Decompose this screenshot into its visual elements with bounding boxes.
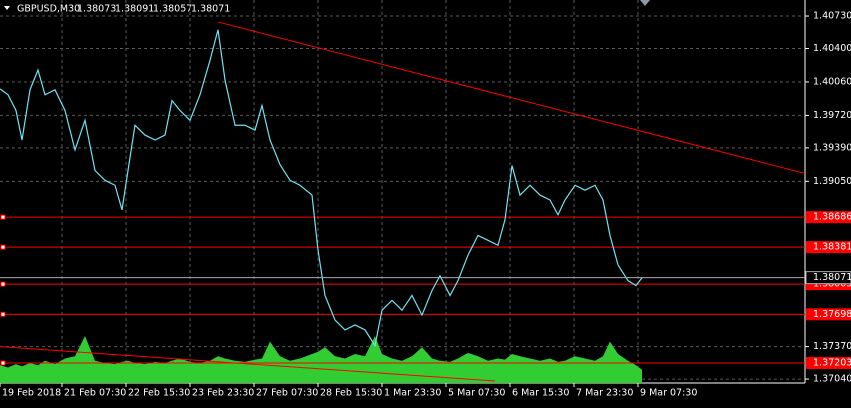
- level-label-box: [806, 211, 851, 224]
- y-tick-label: 1.37040: [813, 374, 851, 385]
- level-label-box: [806, 308, 851, 321]
- x-tick-label: 5 Mar 07:30: [448, 388, 505, 399]
- y-tick-label: 1.40060: [813, 76, 851, 87]
- ohlc-value: 1.38091: [115, 4, 154, 15]
- y-tick-label: 1.39050: [813, 176, 851, 187]
- x-tick-label: 21 Feb 07:30: [64, 388, 126, 399]
- x-tick-label: 23 Feb 23:30: [192, 388, 254, 399]
- ohlc-value: 1.38057: [153, 4, 192, 15]
- ohlc-value: 1.38073: [77, 4, 116, 15]
- price-line: [0, 29, 643, 348]
- x-tick-label: 6 Mar 15:30: [512, 388, 569, 399]
- level-label: 1.37698: [813, 309, 851, 320]
- ohlc-value: 1.38071: [191, 4, 230, 15]
- x-tick-label: 22 Feb 15:30: [128, 388, 190, 399]
- level-anchor: [0, 214, 6, 220]
- volume-area: [0, 336, 642, 383]
- x-tick-label: 19 Feb 2018: [2, 388, 61, 399]
- level-anchor: [0, 244, 6, 250]
- y-tick-label: 1.39390: [813, 142, 851, 153]
- trendline: [217, 21, 806, 174]
- y-tick-label: 1.37370: [813, 341, 851, 352]
- y-tick-label: 1.39720: [813, 110, 851, 121]
- level-anchor: [0, 360, 6, 366]
- current-price-box: [805, 271, 851, 285]
- shift-marker: [640, 0, 650, 6]
- symbol-title: GBPUSD,M30: [17, 4, 80, 15]
- level-label-box: [806, 357, 851, 370]
- menu-arrow: [4, 6, 10, 10]
- x-tick-label: 28 Feb 15:30: [320, 388, 382, 399]
- level-anchor: [0, 311, 6, 317]
- current-price-label: 1.38071: [813, 272, 851, 283]
- x-tick-label: 1 Mar 23:30: [384, 388, 441, 399]
- level-label: 1.37203: [813, 358, 851, 369]
- trendline: [0, 346, 496, 382]
- level-label: 1.38686: [813, 212, 851, 223]
- y-tick-label: 1.40730: [813, 11, 851, 22]
- level-anchor: [0, 281, 6, 287]
- level-label-box: [806, 241, 851, 254]
- y-tick-label: 1.40400: [813, 43, 851, 54]
- x-tick-label: 9 Mar 07:30: [640, 388, 697, 399]
- x-tick-label: 27 Feb 07:30: [256, 388, 318, 399]
- level-label: 1.38381: [813, 242, 851, 253]
- x-tick-label: 7 Mar 23:30: [576, 388, 633, 399]
